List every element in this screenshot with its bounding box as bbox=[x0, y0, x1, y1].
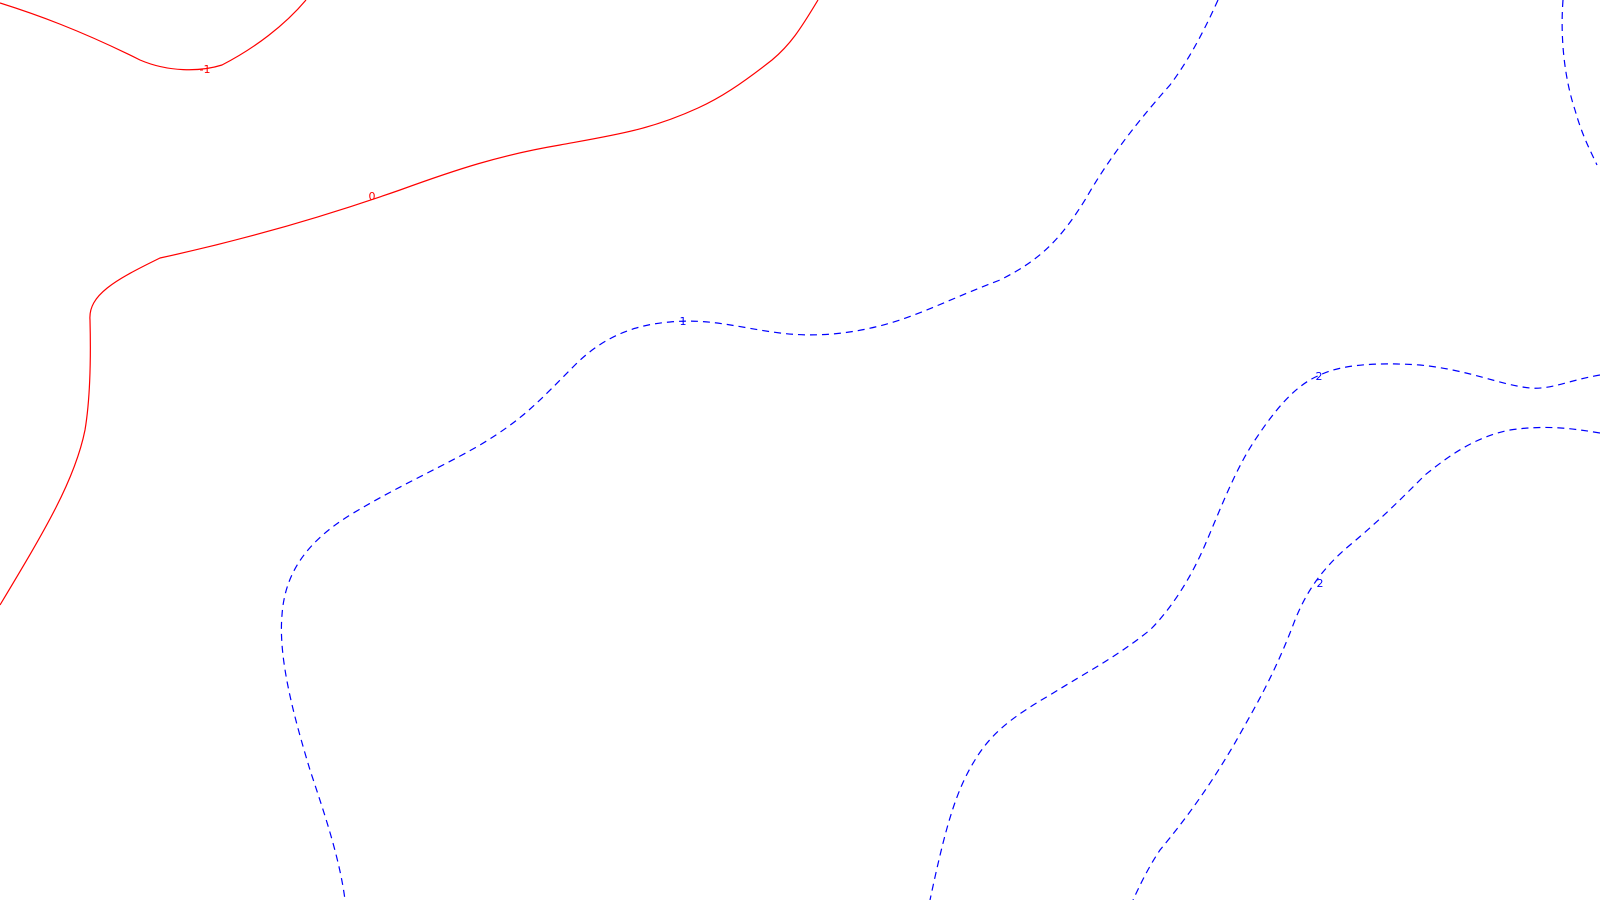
contour-label-2-inner: 2 bbox=[1316, 370, 1323, 383]
contour-label-minus-1: -1 bbox=[200, 63, 211, 76]
contour-line-1-corner bbox=[1561, 0, 1598, 166]
contour-line-1 bbox=[280, 0, 1219, 900]
contour-line-2-outer bbox=[1132, 426, 1600, 900]
contour-label-2-outer: 2 bbox=[1317, 577, 1324, 590]
contour-line-2-inner bbox=[929, 363, 1600, 900]
contour-line-minus-1 bbox=[0, 0, 307, 71]
contour-label-0: 0 bbox=[369, 190, 376, 203]
contour-label-1: 1 bbox=[680, 315, 687, 328]
contour-line-0 bbox=[0, 0, 819, 606]
